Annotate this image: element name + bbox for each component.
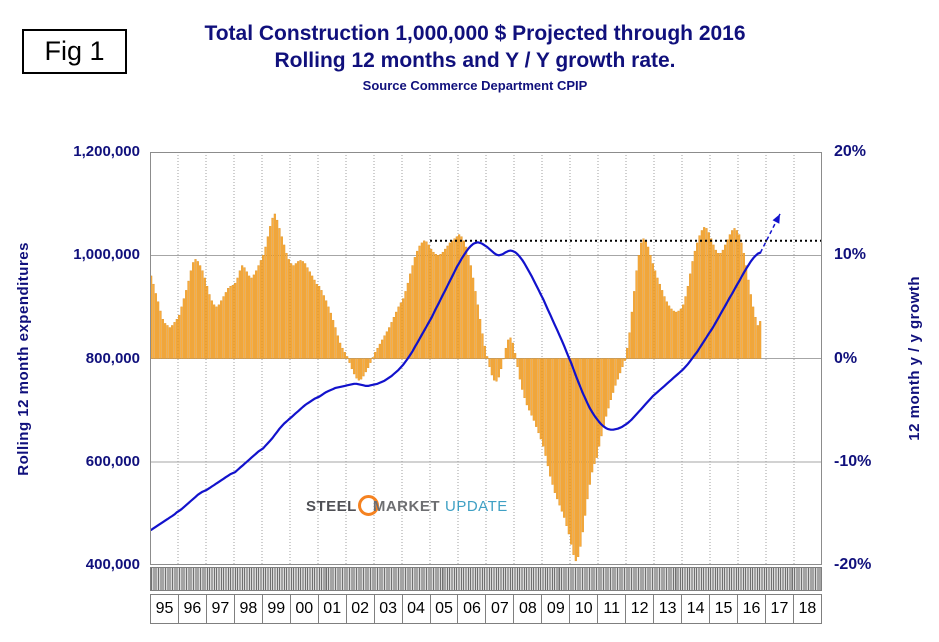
y-axis-right-tick-label: -20% bbox=[834, 556, 872, 573]
y-axis-left-tick-label: 1,000,000 bbox=[73, 246, 140, 264]
x-axis-year-label: 02 bbox=[345, 595, 374, 623]
y-axis-right-tick-label: 10% bbox=[834, 246, 867, 264]
x-axis-year-label: 06 bbox=[457, 595, 485, 623]
x-axis-year-label: 95 bbox=[155, 600, 174, 617]
x-axis-year-label: 01 bbox=[317, 595, 346, 623]
y-axis-right-tick-label: -10% bbox=[834, 452, 872, 470]
chart-title-line1: Total Construction 1,000,000 $ Projected… bbox=[204, 22, 746, 45]
growth-bars bbox=[150, 213, 762, 562]
x-axis-year-label: 14 bbox=[681, 595, 709, 623]
x-axis-year-label: 08 bbox=[513, 595, 541, 623]
figure-label-box: Fig 1 bbox=[22, 29, 127, 74]
expenditures-line bbox=[150, 241, 762, 531]
x-axis-year-label: 15 bbox=[709, 595, 737, 623]
figure-label: Fig 1 bbox=[44, 36, 105, 66]
x-axis-year-labels: 95 96 97 98 99 00 01 02 03 04 05 06 07 08 09 10 11 12 13 14… bbox=[150, 594, 822, 624]
x-axis-year-label: 05 bbox=[429, 595, 458, 623]
projection-arrowhead-icon bbox=[772, 213, 780, 224]
x-axis-year-label: 07 bbox=[485, 595, 513, 623]
logo-word-market: MARKET bbox=[372, 498, 441, 515]
logo-word-steel: STEEL bbox=[306, 498, 357, 515]
logo-orange-ring-icon bbox=[357, 495, 379, 516]
x-axis-year-label: 98 bbox=[233, 595, 262, 623]
x-axis-year-label: 00 bbox=[289, 595, 318, 623]
x-axis-year-label: 97 bbox=[205, 595, 234, 623]
x-axis-year-label: 11 bbox=[597, 595, 625, 623]
x-axis-year-label: 09 bbox=[541, 595, 569, 623]
y-axis-right-tick-label: 20% bbox=[834, 143, 867, 160]
x-axis-year-label: 13 bbox=[653, 595, 681, 623]
x-axis-year-label: 16 bbox=[737, 595, 765, 623]
x-axis-year-label: 17 bbox=[764, 595, 793, 623]
y-axis-left-tick-label: 800,000 bbox=[85, 349, 140, 367]
x-axis-year-label: 04 bbox=[401, 595, 430, 623]
x-axis-year-label: 10 bbox=[569, 595, 597, 623]
plot-area bbox=[150, 152, 822, 565]
y-axis-left-tick-label: 400,000 bbox=[85, 556, 140, 573]
y-axis-left-tick-label: 1,200,000 bbox=[73, 143, 140, 160]
x-axis-tick-band bbox=[150, 567, 822, 591]
logo-word-update: UPDATE bbox=[445, 498, 508, 515]
chart-header: Total Construction 1,000,000 $ Projected… bbox=[135, 20, 815, 93]
x-axis-year-label: 96 bbox=[177, 595, 206, 623]
x-axis-year-label: 03 bbox=[373, 595, 402, 623]
x-axis-year-label: 18 bbox=[792, 595, 821, 623]
x-axis-year-label: 99 bbox=[261, 595, 290, 623]
chart-title-line2: Rolling 12 months and Y / Y growth rate. bbox=[274, 49, 676, 72]
y-axis-left-tick-label: 600,000 bbox=[85, 452, 140, 470]
y-axis-right-tick-label: 0% bbox=[834, 349, 858, 367]
steel-market-update-logo: STEEL MARKET UPDATE bbox=[306, 495, 508, 518]
chart-source: Source Commerce Department CPIP bbox=[362, 78, 588, 93]
x-axis-year-label: 12 bbox=[625, 595, 653, 623]
